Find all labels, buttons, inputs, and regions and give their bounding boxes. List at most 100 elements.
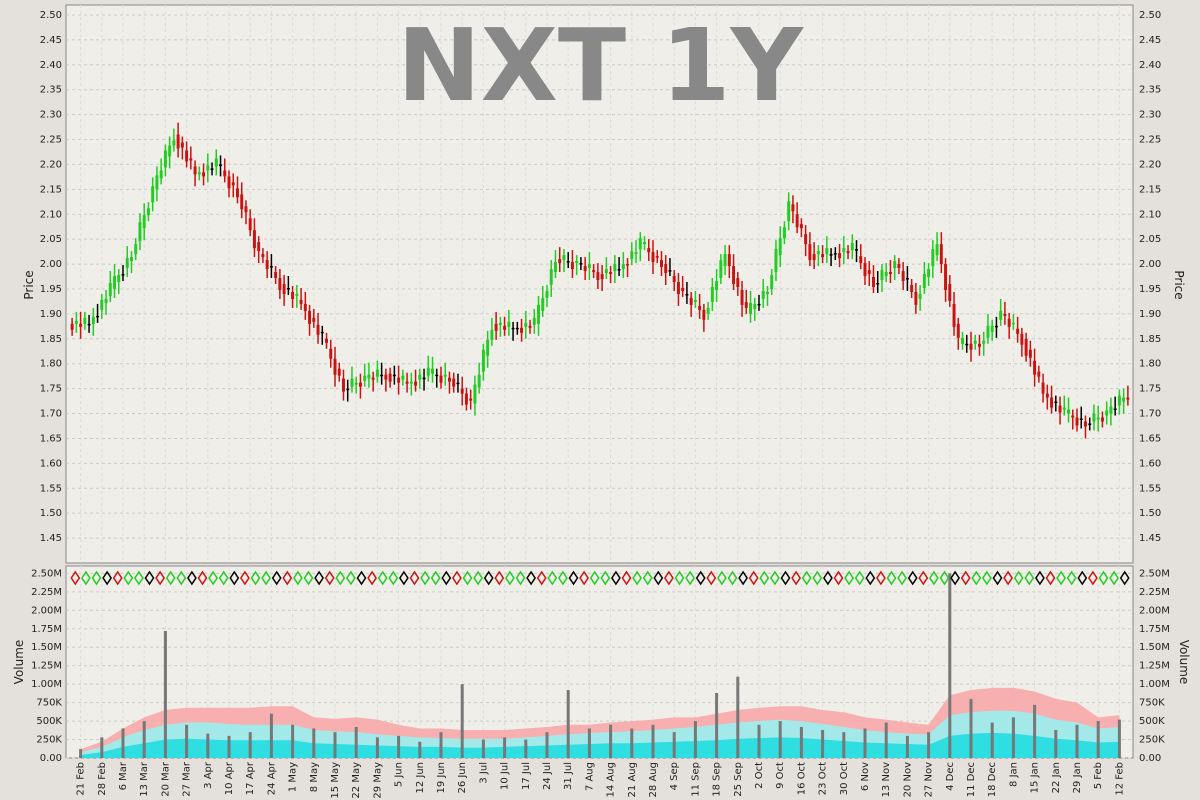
candle-body xyxy=(604,269,608,274)
x-tick-label: 3 Apr xyxy=(203,761,214,789)
volume-marker xyxy=(1056,570,1067,586)
candle-body xyxy=(812,254,816,261)
x-tick-label: 27 Nov xyxy=(924,762,935,798)
candle-body xyxy=(871,277,875,287)
candle-body xyxy=(503,325,507,330)
candle-body xyxy=(1054,401,1058,404)
volume-marker xyxy=(939,570,950,586)
candle-body xyxy=(600,274,604,280)
candle-body xyxy=(922,274,926,288)
x-tick-label: 27 Mar xyxy=(182,761,193,797)
volume-tick-label: 1.75M xyxy=(31,624,62,635)
price-axis-label-right: Price xyxy=(1172,270,1186,299)
volume-marker xyxy=(197,570,208,586)
candle-body xyxy=(905,278,909,280)
candle-body xyxy=(1037,371,1041,377)
candle-body xyxy=(710,286,714,302)
candle-body xyxy=(108,283,112,296)
candle-body xyxy=(583,266,587,272)
candle-body xyxy=(893,261,897,269)
candle-body xyxy=(982,340,986,344)
candle-body xyxy=(74,320,78,324)
candle-body xyxy=(630,251,634,260)
volume-marker xyxy=(653,570,664,586)
price-tick-label: 2.05 xyxy=(1139,234,1161,245)
candle-body xyxy=(715,281,719,290)
candle-body xyxy=(617,269,621,271)
volume-marker xyxy=(844,570,855,586)
candle-body xyxy=(447,377,451,382)
volume-bar xyxy=(185,724,189,758)
volume-marker xyxy=(875,570,886,586)
volume-marker xyxy=(324,570,335,586)
volume-tick-label: 1.00M xyxy=(31,679,62,690)
candle-body xyxy=(206,165,210,171)
candle-body xyxy=(363,375,367,381)
x-tick-label: 29 Jan xyxy=(1072,762,1083,793)
volume-tick-label: 0.00 xyxy=(1139,753,1161,764)
candle-body xyxy=(689,297,693,305)
volume-bar xyxy=(1054,729,1058,758)
volume-bar xyxy=(375,737,379,758)
x-tick-label: 5 Jun xyxy=(394,762,405,787)
volume-marker xyxy=(897,570,908,586)
candle-body xyxy=(507,321,511,327)
candle-body xyxy=(91,316,95,324)
price-tick-label: 2.00 xyxy=(40,259,62,270)
candle-body xyxy=(876,283,880,285)
price-tick-label: 1.65 xyxy=(40,433,62,444)
volume-marker xyxy=(621,570,632,586)
candle-body xyxy=(833,253,837,255)
volume-marker xyxy=(992,570,1003,586)
candle-body xyxy=(1088,423,1092,425)
candle-body xyxy=(142,215,146,229)
volume-bar xyxy=(248,732,252,758)
candle-body xyxy=(549,269,553,285)
x-tick-label: 31 Jul xyxy=(563,762,574,790)
candle-body xyxy=(388,373,392,382)
volume-bar xyxy=(587,728,591,758)
candle-body xyxy=(341,378,345,392)
candle-body xyxy=(685,293,689,296)
candle-body xyxy=(202,172,206,177)
volume-marker xyxy=(738,570,749,586)
volume-marker xyxy=(1077,570,1088,586)
candle-body xyxy=(655,256,659,258)
candle-body xyxy=(1007,318,1011,327)
volume-marker xyxy=(398,570,409,586)
candle-body xyxy=(855,249,859,251)
candle-body xyxy=(744,301,748,308)
volume-marker xyxy=(695,570,706,586)
candle-body xyxy=(727,254,731,267)
candle-body xyxy=(761,290,765,299)
volume-marker xyxy=(409,570,420,586)
candle-body xyxy=(469,398,473,401)
volume-marker xyxy=(727,570,738,586)
x-tick-label: 11 Sep xyxy=(690,762,701,797)
volume-marker xyxy=(292,570,303,586)
candle-body xyxy=(231,182,235,186)
volume-marker xyxy=(123,570,134,586)
price-tick-label: 2.05 xyxy=(40,234,62,245)
volume-marker xyxy=(473,570,484,586)
candle-body xyxy=(303,303,307,311)
volume-marker xyxy=(759,570,770,586)
volume-bands xyxy=(80,687,1120,758)
candle-body xyxy=(1041,382,1045,394)
candle-body xyxy=(808,244,812,261)
volume-bar xyxy=(397,735,401,758)
candle-body xyxy=(541,297,545,311)
candle-body xyxy=(401,375,405,380)
candle-body xyxy=(939,244,943,265)
candle-body xyxy=(168,145,172,157)
volume-bar xyxy=(672,732,676,758)
price-tick-label: 1.70 xyxy=(40,409,62,420)
candle-body xyxy=(749,302,753,314)
volume-marker xyxy=(229,570,240,586)
candle-body xyxy=(261,254,265,258)
candle-body xyxy=(460,388,464,394)
candle-body xyxy=(244,206,248,213)
candle-body xyxy=(248,218,252,231)
candle-body xyxy=(185,150,189,162)
candle-body xyxy=(723,254,727,267)
